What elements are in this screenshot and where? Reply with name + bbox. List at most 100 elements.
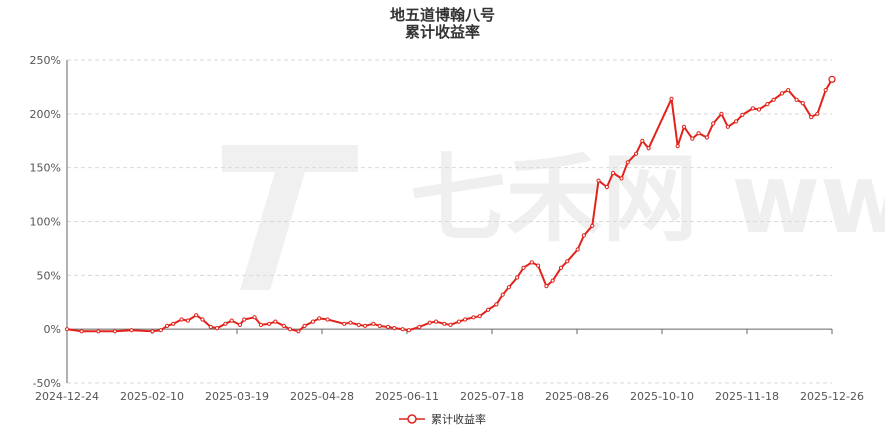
y-tick-label: 50% — [37, 269, 61, 282]
data-point — [734, 119, 739, 124]
data-point — [229, 318, 234, 323]
data-point — [442, 321, 447, 326]
data-point — [223, 321, 228, 326]
data-point — [385, 324, 391, 330]
y-tick-label: 250% — [30, 54, 61, 67]
data-point — [310, 319, 316, 324]
data-point — [165, 323, 170, 328]
data-point — [433, 319, 439, 324]
data-point — [536, 263, 541, 268]
data-point — [515, 275, 520, 280]
data-point — [494, 302, 499, 307]
data-point — [669, 96, 674, 101]
data-point — [79, 329, 84, 334]
data-point — [64, 327, 70, 332]
data-point — [640, 138, 645, 143]
data-point — [529, 260, 534, 265]
data-point — [590, 223, 595, 228]
data-point — [794, 97, 799, 102]
data-point — [267, 321, 272, 326]
data-point — [317, 316, 322, 321]
x-tick-label: 2025-07-18 — [460, 390, 524, 403]
data-point — [258, 322, 263, 327]
x-tick-label: 2025-04-28 — [290, 390, 354, 403]
data-point — [208, 324, 213, 330]
chart-title: 地五道博翰八号 — [389, 6, 495, 24]
data-point — [400, 327, 405, 332]
data-point — [112, 329, 118, 334]
data-point — [371, 321, 376, 326]
data-point — [242, 317, 247, 322]
data-point — [252, 315, 257, 320]
data-point — [719, 111, 724, 116]
watermark-logo: 七禾网 www.7hcn.com — [222, 143, 885, 290]
data-point — [392, 326, 397, 331]
data-point — [725, 124, 730, 129]
data-point — [558, 265, 564, 270]
chart-subtitle: 累计收益率 — [404, 23, 480, 41]
data-point — [185, 318, 190, 323]
data-point — [325, 317, 330, 322]
data-point — [779, 91, 785, 96]
data-point — [477, 314, 482, 319]
data-point — [448, 322, 453, 327]
y-tick-label: -50% — [33, 377, 61, 390]
data-point — [200, 317, 205, 322]
data-point — [158, 328, 163, 333]
data-point — [740, 112, 745, 118]
y-tick-label: 0% — [44, 323, 61, 336]
data-point — [786, 88, 791, 93]
data-point — [296, 329, 301, 334]
data-point — [500, 292, 505, 297]
data-point — [765, 102, 770, 107]
data-point — [463, 317, 468, 322]
data-point — [302, 323, 307, 328]
data-point — [675, 144, 680, 149]
y-tick-label: 150% — [30, 162, 61, 175]
y-tick-label: 200% — [30, 108, 61, 121]
data-point — [704, 135, 710, 140]
data-point — [273, 319, 278, 324]
data-point — [521, 265, 526, 270]
data-point — [215, 326, 220, 331]
data-point — [690, 136, 695, 141]
data-point — [809, 115, 814, 120]
y-tick-label: 100% — [30, 216, 61, 229]
data-point — [150, 329, 155, 334]
x-tick-label: 2025-02-10 — [120, 390, 184, 403]
data-point — [823, 88, 828, 93]
data-point — [581, 233, 587, 238]
data-point — [506, 285, 511, 290]
data-point — [356, 322, 361, 327]
data-point — [619, 176, 624, 181]
data-point — [456, 319, 461, 324]
data-point — [696, 131, 701, 136]
data-point — [750, 106, 755, 111]
data-point — [406, 328, 411, 333]
data-point — [287, 327, 293, 332]
data-point — [486, 307, 491, 312]
data-point — [179, 317, 184, 322]
data-point — [634, 151, 639, 156]
data-point — [417, 324, 422, 330]
data-point — [363, 323, 368, 328]
x-tick-label: 2025-08-26 — [545, 390, 609, 403]
data-point — [711, 121, 716, 126]
data-point — [815, 111, 820, 116]
data-point — [625, 160, 630, 165]
data-point — [342, 321, 347, 326]
x-tick-label: 2025-06-11 — [375, 390, 439, 403]
data-point — [377, 323, 382, 328]
data-point — [194, 313, 199, 318]
data-point — [129, 328, 134, 333]
x-tick-label: 2025-03-19 — [205, 390, 269, 403]
legend[interactable]: 累计收益率 — [0, 411, 885, 427]
data-point — [771, 97, 776, 102]
data-point — [604, 184, 610, 190]
data-point — [550, 278, 555, 283]
data-point — [611, 170, 616, 176]
x-tick-label: 2025-10-10 — [630, 390, 694, 403]
data-point — [646, 146, 651, 151]
x-tick-label: 2025-12-26 — [800, 390, 864, 403]
